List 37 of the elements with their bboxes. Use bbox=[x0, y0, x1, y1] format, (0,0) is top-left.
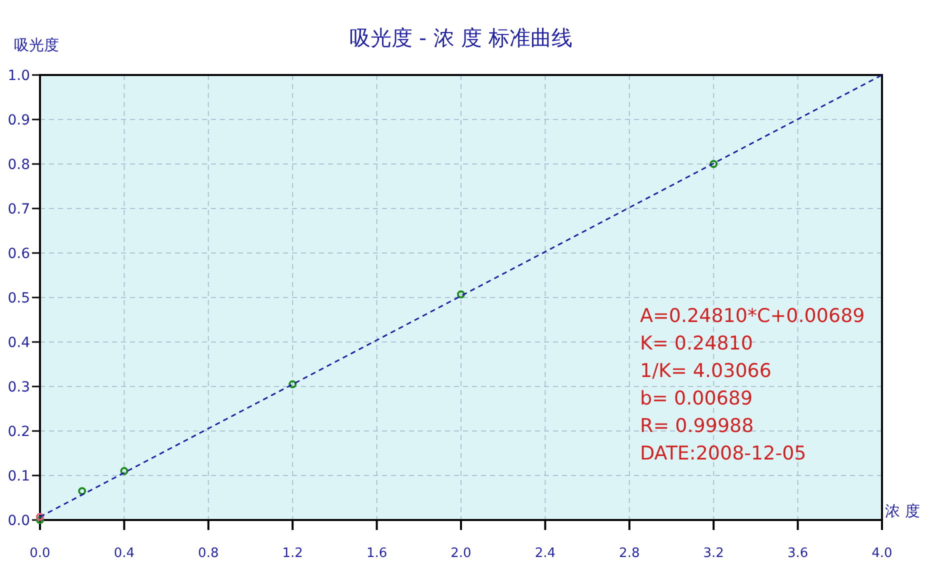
point bbox=[288, 380, 297, 388]
x-tick-label: 3.6 bbox=[787, 546, 808, 561]
annotation: b= 0.00689 bbox=[640, 388, 753, 410]
point bbox=[36, 516, 44, 524]
annotation: R= 0.99988 bbox=[640, 415, 754, 437]
annotation: K= 0.24810 bbox=[640, 332, 753, 354]
x-axis-title: 浓 度 bbox=[885, 502, 920, 520]
x-tick-label: 0.8 bbox=[198, 546, 219, 561]
annotation: A=0.24810*C+0.00689 bbox=[640, 305, 865, 327]
x-tick-label: 2.8 bbox=[619, 546, 640, 561]
y-tick-label: 0.4 bbox=[8, 335, 30, 351]
y-tick-label: 0.7 bbox=[8, 202, 30, 218]
x-tick-label: 3.2 bbox=[703, 546, 724, 561]
chart-title: 吸光度 - 浓 度 标准曲线 bbox=[349, 26, 573, 50]
y-tick-label: 0.2 bbox=[8, 424, 30, 440]
point bbox=[78, 487, 86, 496]
x-tick-label: 1.2 bbox=[282, 546, 303, 561]
y-tick-label: 0.8 bbox=[8, 157, 30, 173]
y-tick-label: 0.5 bbox=[8, 290, 30, 306]
annotation: DATE:2008-12-05 bbox=[640, 442, 806, 464]
point bbox=[710, 160, 718, 168]
x-tick-label: 2.0 bbox=[450, 546, 472, 561]
y-tick-label: 0.1 bbox=[8, 468, 30, 484]
y-axis-title: 吸光度 bbox=[14, 36, 59, 54]
y-tick-label: 0.3 bbox=[8, 380, 30, 396]
y-tick-label: 0.9 bbox=[8, 112, 30, 128]
y-tick-label: 0.0 bbox=[8, 513, 30, 529]
x-tick-label: 2.4 bbox=[534, 546, 556, 561]
x-tick-label: 1.6 bbox=[366, 546, 388, 561]
y-tick-label: 0.6 bbox=[8, 246, 30, 262]
x-tick-label: 0.4 bbox=[114, 546, 135, 561]
point bbox=[457, 290, 465, 298]
x-tick-label: 0.0 bbox=[30, 546, 50, 561]
point bbox=[120, 467, 128, 476]
x-tick-label: 4.0 bbox=[872, 546, 892, 561]
y-tick-label: 1.0 bbox=[8, 68, 30, 84]
annotation: 1/K= 4.03066 bbox=[640, 360, 772, 382]
